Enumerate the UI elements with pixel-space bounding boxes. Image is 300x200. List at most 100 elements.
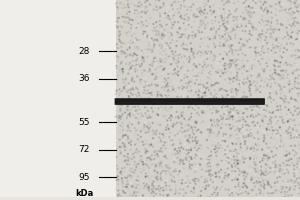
Point xyxy=(234,116,239,119)
Point xyxy=(248,38,253,41)
Point xyxy=(173,144,178,147)
Point xyxy=(277,111,282,114)
Point xyxy=(277,61,281,65)
Point xyxy=(167,73,172,76)
Point xyxy=(176,78,181,81)
Point xyxy=(192,101,197,104)
Point xyxy=(215,84,220,87)
Point xyxy=(175,113,180,116)
Point xyxy=(178,192,183,196)
Point xyxy=(158,179,163,183)
Point xyxy=(160,161,165,164)
Point xyxy=(185,98,190,101)
Point xyxy=(144,195,149,199)
Point xyxy=(295,32,300,35)
Point xyxy=(168,55,173,59)
Point xyxy=(146,150,151,153)
Point xyxy=(227,144,232,147)
Point xyxy=(228,182,232,185)
Point xyxy=(213,89,218,92)
Point xyxy=(125,189,130,192)
Point xyxy=(174,45,179,49)
Point xyxy=(174,89,179,92)
Point xyxy=(273,103,278,106)
Point xyxy=(262,21,267,24)
Point xyxy=(213,149,218,153)
Point xyxy=(248,79,253,82)
Point xyxy=(222,17,227,21)
Point xyxy=(175,99,180,102)
Point xyxy=(206,153,211,156)
Point xyxy=(115,0,120,2)
Point xyxy=(152,168,157,171)
Point xyxy=(120,68,125,71)
Point xyxy=(274,155,279,158)
Point xyxy=(198,100,203,103)
Point xyxy=(268,91,272,94)
Point xyxy=(141,95,146,99)
Point xyxy=(287,37,292,40)
Point xyxy=(217,23,221,27)
Point xyxy=(227,129,232,132)
Point xyxy=(293,137,298,140)
Point xyxy=(114,130,119,133)
Point xyxy=(224,92,229,95)
Point xyxy=(118,44,123,48)
Point xyxy=(168,122,173,125)
Point xyxy=(236,11,241,14)
Point xyxy=(278,110,282,113)
Point xyxy=(119,97,124,100)
Point xyxy=(235,83,240,86)
Point xyxy=(164,170,169,173)
Point xyxy=(118,94,123,97)
Point xyxy=(255,46,260,49)
Point xyxy=(234,178,239,182)
Point xyxy=(272,135,277,138)
Point xyxy=(158,71,163,74)
Point xyxy=(119,134,124,137)
Point xyxy=(230,25,235,28)
Point xyxy=(142,73,147,76)
Point xyxy=(239,170,244,173)
Point xyxy=(226,193,231,197)
Point xyxy=(214,181,219,184)
Point xyxy=(198,0,203,3)
Point xyxy=(296,82,300,85)
Point xyxy=(249,127,254,130)
Point xyxy=(157,94,162,97)
Point xyxy=(135,149,140,152)
Point xyxy=(133,61,137,64)
Point xyxy=(229,112,234,115)
Point xyxy=(162,160,167,163)
Point xyxy=(126,148,131,152)
Point xyxy=(274,37,279,41)
Point xyxy=(241,99,246,102)
Point xyxy=(189,31,194,34)
Point xyxy=(241,111,246,115)
Point xyxy=(165,71,170,74)
Point xyxy=(199,185,203,189)
Point xyxy=(242,193,246,196)
Point xyxy=(298,115,300,118)
Point xyxy=(118,103,122,106)
Point xyxy=(136,69,141,72)
Point xyxy=(252,32,256,35)
Point xyxy=(275,14,280,17)
Point xyxy=(264,90,269,94)
Point xyxy=(115,168,120,171)
Point xyxy=(207,189,212,192)
Point xyxy=(134,43,139,46)
Point xyxy=(190,81,195,84)
Point xyxy=(166,122,171,125)
Point xyxy=(203,11,208,15)
Point xyxy=(227,76,232,79)
Point xyxy=(161,126,166,129)
Point xyxy=(166,180,170,183)
Point xyxy=(261,41,266,44)
Point xyxy=(279,106,284,109)
Point xyxy=(171,58,176,62)
Point xyxy=(265,88,270,91)
Point xyxy=(114,15,119,19)
Point xyxy=(163,40,168,43)
Point xyxy=(218,149,222,153)
